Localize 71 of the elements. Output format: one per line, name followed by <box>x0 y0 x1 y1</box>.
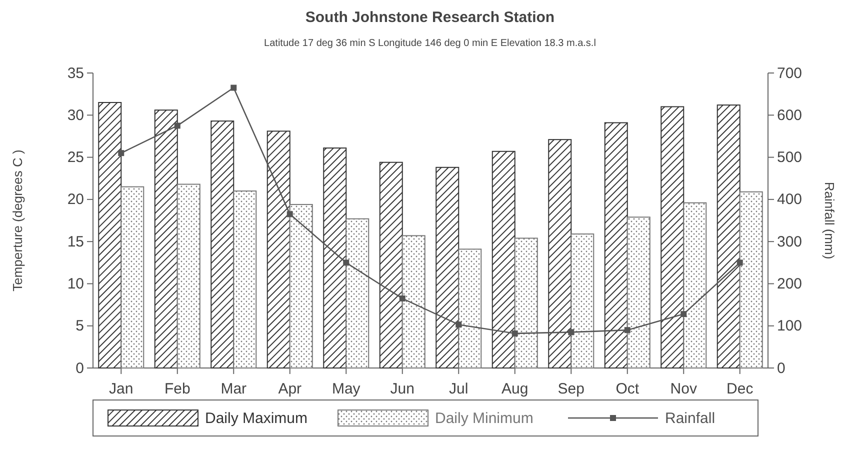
x-tick-label: Jul <box>449 380 468 398</box>
y-tick-label: 10 <box>67 276 84 293</box>
x-tick-label: Feb <box>164 380 190 398</box>
y-tick-label: 35 <box>67 64 84 82</box>
bar <box>210 120 234 368</box>
point <box>399 295 406 302</box>
point <box>680 311 687 318</box>
x-tick-label: Oct <box>616 380 640 398</box>
y-tick-label: 15 <box>67 233 84 250</box>
point <box>118 150 124 156</box>
x-tick-label: Aug <box>502 380 528 398</box>
bar <box>514 238 538 368</box>
bar <box>98 102 122 368</box>
text: Daily Minimum <box>435 410 534 427</box>
x-tick-label: Dec <box>726 380 754 398</box>
chart-title: South Johnstone Research Station <box>305 9 555 26</box>
point <box>568 329 574 336</box>
bar <box>492 150 516 368</box>
bar <box>233 190 257 368</box>
point <box>343 260 350 266</box>
x-tick-label: May <box>332 380 361 398</box>
point <box>456 322 462 328</box>
bar <box>154 110 178 368</box>
text: Rainfall <box>665 410 716 427</box>
y-tick-label: 25 <box>67 149 84 166</box>
point <box>230 84 237 91</box>
point <box>512 330 518 336</box>
point <box>286 211 293 218</box>
bar <box>323 148 347 368</box>
bar <box>436 166 460 368</box>
y2-tick-label: 300 <box>777 233 802 250</box>
bar <box>716 104 740 368</box>
bar <box>120 186 144 368</box>
bar <box>458 248 482 368</box>
point <box>736 260 743 266</box>
y2-tick-label: 100 <box>777 318 802 335</box>
y2-tick-label: 200 <box>777 276 802 293</box>
x-tick-label: Jan <box>109 380 134 398</box>
bar <box>683 202 707 368</box>
bar <box>379 162 403 368</box>
point <box>624 327 630 334</box>
bar <box>604 122 628 368</box>
bar <box>739 191 763 368</box>
bar <box>402 235 426 368</box>
y2-axis-title: Rainfall (mm) <box>822 182 837 260</box>
bar <box>626 216 650 368</box>
y-tick-label: 20 <box>67 191 84 208</box>
x-tick-label: Sep <box>558 380 584 398</box>
x-tick-label: Mar <box>220 380 247 398</box>
bar <box>176 184 200 368</box>
y2-tick-label: 700 <box>777 64 802 82</box>
bar <box>266 130 290 368</box>
x-tick-label: Nov <box>670 380 698 398</box>
bar <box>346 218 370 368</box>
y-tick-label: 30 <box>67 106 84 124</box>
y2-tick-label: 600 <box>777 106 802 124</box>
bar <box>289 204 313 368</box>
y2-tick-label: 0 <box>777 360 786 377</box>
point <box>174 122 180 129</box>
y-tick-label: 0 <box>76 360 84 377</box>
y2-tick-label: 500 <box>777 149 802 166</box>
y2-tick-label: 400 <box>777 191 802 208</box>
x-tick-label: Apr <box>278 380 302 398</box>
text: Daily Maximum <box>205 410 308 427</box>
y-tick-label: 5 <box>76 318 84 335</box>
y-axis-title: Temperture (degrees C ) <box>10 150 25 292</box>
bar <box>548 139 572 368</box>
chart-subtitle: Latitude 17 deg 36 min S Longitude 146 deg 0 min E Elevation 18.3 m.a.s.l <box>264 38 596 49</box>
bar <box>660 106 684 368</box>
bar <box>570 233 594 368</box>
x-tick-label: Jun <box>390 380 414 398</box>
